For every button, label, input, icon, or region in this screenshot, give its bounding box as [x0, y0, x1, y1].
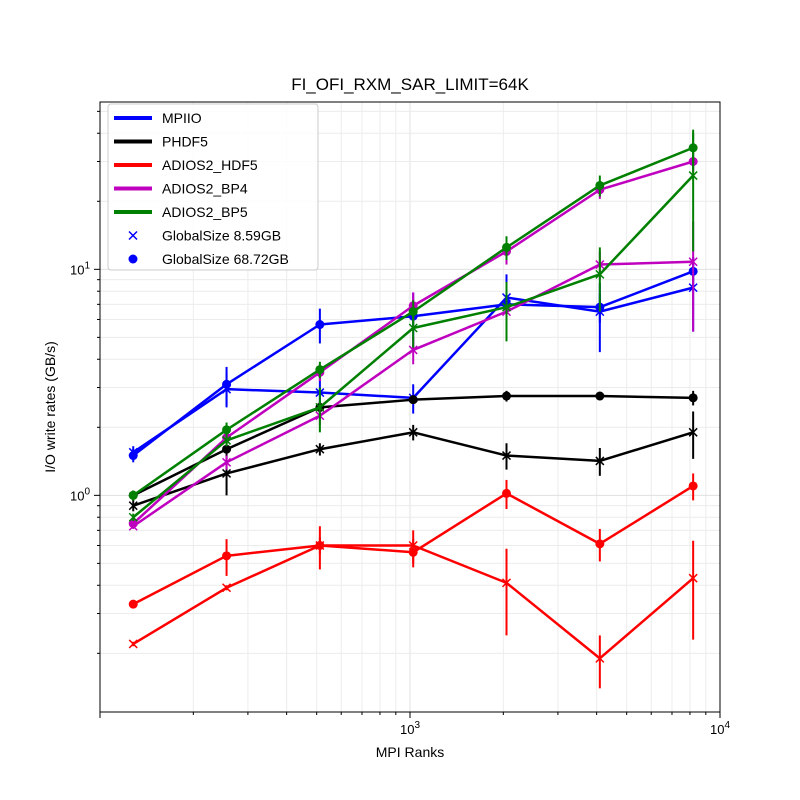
y-axis-label: I/O write rates (GB/s): [42, 341, 58, 472]
data-point-x: [222, 583, 232, 593]
data-point-circle: [595, 539, 605, 549]
data-point-x: [315, 444, 325, 454]
data-point-circle: [315, 365, 325, 375]
legend-label: MPIIO: [162, 110, 202, 126]
data-point-x: [501, 451, 512, 461]
data-point-x: [222, 468, 232, 478]
data-point-circle: [128, 599, 138, 609]
data-point-circle: [595, 180, 605, 190]
x-stroke: [408, 323, 418, 333]
x-tick-label: 104: [710, 720, 730, 737]
series-adios2_hdf5: [128, 473, 698, 689]
x-stroke: [501, 578, 512, 588]
data-point-x: [688, 573, 698, 583]
x-axis-label: MPI Ranks: [376, 744, 444, 760]
data-point-circle: [595, 391, 605, 401]
x-stroke: [595, 456, 605, 466]
x-stroke: [688, 257, 698, 267]
data-point-circle: [688, 481, 698, 491]
data-point-x: [408, 323, 418, 333]
x-stroke: [128, 230, 138, 241]
data-point-circle: [222, 444, 232, 454]
y-tick-label: 101: [70, 260, 90, 277]
x-stroke: [128, 512, 138, 522]
data-point-x: [501, 578, 512, 588]
data-point-circle: [222, 425, 232, 435]
data-point-circle: [502, 242, 512, 252]
x-stroke: [222, 583, 232, 593]
data-point-circle: [502, 488, 512, 498]
x-stroke: [595, 653, 605, 663]
legend: MPIIO PHDF5 ADIOS2_HDF5 ADIOS2_BP4 ADIOS2_BP…: [107, 103, 319, 271]
x-stroke: [408, 345, 418, 355]
x-stroke: [688, 427, 698, 437]
x-stroke: [595, 269, 605, 279]
x-stroke: [128, 639, 138, 649]
legend-box: [107, 103, 319, 271]
x-stroke: [688, 171, 698, 181]
data-point-x: [128, 501, 138, 511]
data-point-circle: [408, 547, 418, 557]
data-point-circle: [688, 143, 698, 153]
x-stroke: [501, 451, 512, 461]
data-point-circle: [128, 490, 138, 500]
x-stroke: [688, 573, 698, 583]
series-adios2_bp5: [128, 129, 698, 522]
legend-label: ADIOS2_BP5: [162, 204, 248, 220]
x-stroke: [222, 435, 232, 445]
data-point-x: [315, 402, 325, 412]
data-point-x: [222, 457, 232, 467]
data-point-circle: [315, 320, 325, 330]
data-point-circle: [222, 551, 232, 561]
legend-marker-x: [128, 230, 138, 241]
data-point-x: [222, 435, 232, 445]
y-tick-label: 100: [70, 486, 90, 503]
data-point-circle: [222, 379, 232, 389]
data-point-x: [688, 427, 698, 437]
x-stroke: [408, 427, 418, 437]
legend-label: GlobalSize 8.59GB: [162, 228, 281, 244]
data-point-x: [595, 456, 605, 466]
data-point-x: [408, 427, 418, 437]
x-stroke: [501, 302, 512, 312]
data-point-circle: [502, 391, 512, 401]
data-point-circle: [408, 395, 418, 405]
data-point-circle: [408, 307, 418, 317]
legend-marker-circle: [128, 254, 138, 264]
data-point-circle: [315, 540, 325, 550]
chart-title: FI_OFI_RXM_SAR_LIMIT=64K: [291, 75, 529, 94]
legend-label: ADIOS2_BP4: [162, 181, 248, 197]
data-point-x: [688, 171, 698, 181]
legend-label: GlobalSize 68.72GB: [162, 251, 289, 267]
data-point-x: [595, 653, 605, 663]
ticks: 103 104 100 101: [70, 110, 730, 737]
data-point-circle: [688, 393, 698, 403]
data-point-x: [408, 345, 418, 355]
x-stroke: [222, 457, 232, 467]
data-point-circle: [128, 519, 138, 529]
data-point-circle: [128, 451, 138, 461]
data-point-x: [501, 302, 512, 312]
series-layer: [128, 129, 698, 689]
legend-label: PHDF5: [162, 134, 208, 150]
data-point-x: [128, 639, 138, 649]
x-stroke: [222, 468, 232, 478]
x-stroke: [315, 402, 325, 412]
data-point-x: [128, 512, 138, 522]
x-stroke: [315, 444, 325, 454]
data-point-x: [688, 257, 698, 267]
data-point-x: [595, 269, 605, 279]
x-tick-label: 103: [400, 720, 420, 737]
legend-label: ADIOS2_HDF5: [162, 157, 258, 173]
x-stroke: [128, 501, 138, 511]
